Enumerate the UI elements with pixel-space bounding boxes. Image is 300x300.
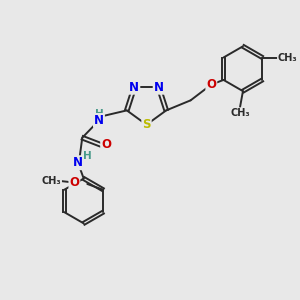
Text: CH₃: CH₃ — [230, 108, 250, 118]
Text: H: H — [83, 151, 92, 161]
Text: S: S — [142, 118, 151, 131]
Text: O: O — [101, 138, 111, 152]
Text: H: H — [94, 109, 103, 119]
Text: CH₃: CH₃ — [278, 52, 298, 62]
Text: CH₃: CH₃ — [42, 176, 61, 186]
Text: O: O — [69, 176, 80, 189]
Text: O: O — [206, 78, 216, 91]
Text: N: N — [73, 156, 83, 169]
Text: N: N — [129, 81, 139, 94]
Text: N: N — [154, 81, 164, 94]
Text: N: N — [94, 114, 104, 127]
